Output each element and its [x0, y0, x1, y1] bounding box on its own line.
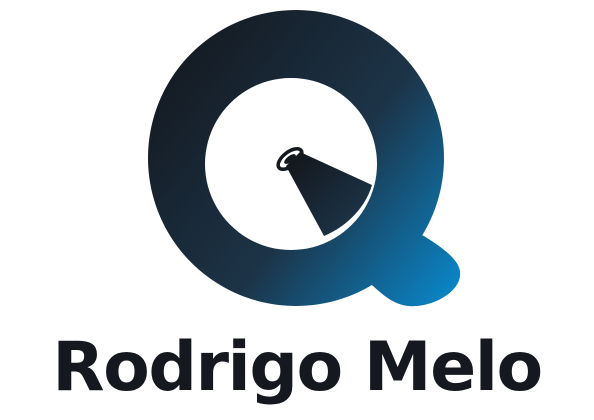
q-ring [147, 10, 444, 306]
spotlight-beam [286, 152, 372, 236]
brand-wordmark: Rodrigo Melo [52, 328, 543, 407]
spotlight-q-logo-icon [147, 10, 461, 307]
spotlight-lamp [276, 147, 372, 236]
q-tail [352, 220, 461, 307]
